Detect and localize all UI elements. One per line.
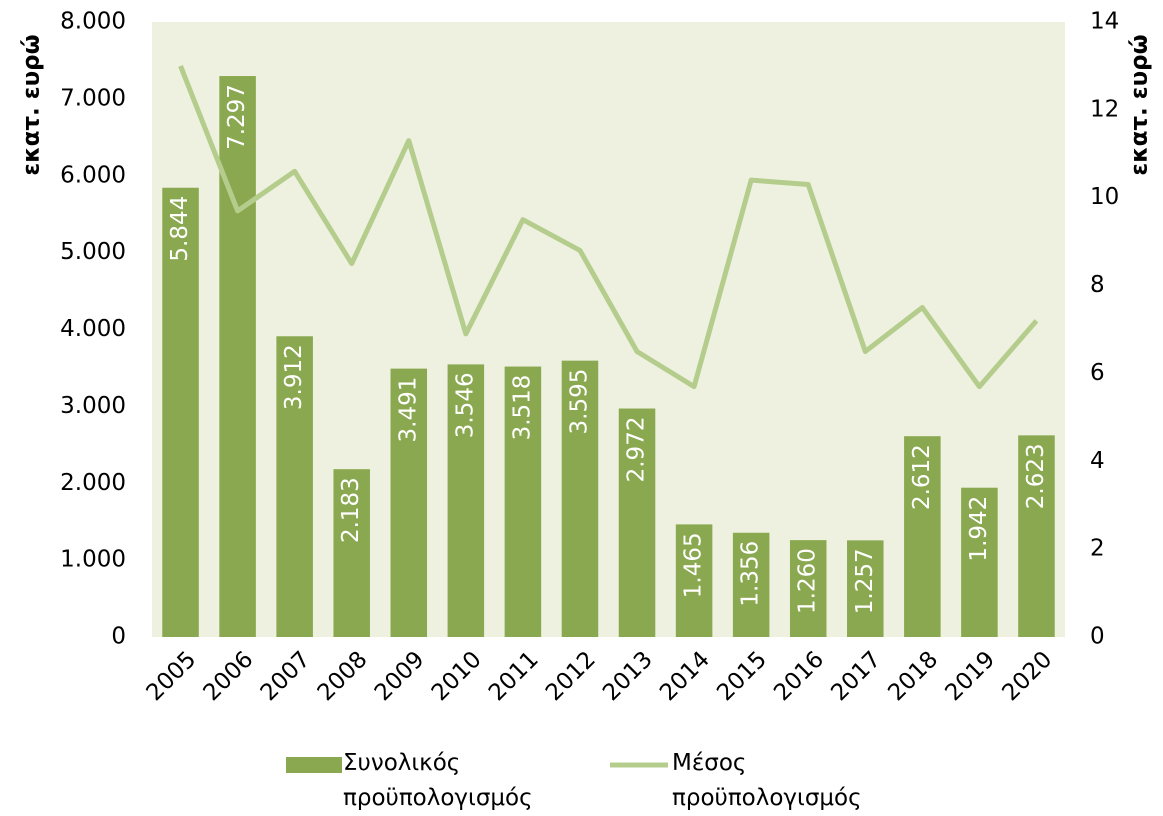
- x-tick-label: 2006: [199, 646, 259, 706]
- value-label: 1.356: [738, 541, 764, 607]
- x-tick-label: 2020: [998, 646, 1058, 706]
- value-label: 1.465: [681, 532, 707, 598]
- bar: [333, 469, 370, 637]
- value-label: 3.518: [509, 375, 535, 441]
- y-tick-label: 7.000: [60, 85, 126, 111]
- bar: [162, 187, 199, 637]
- x-tick-label: 2010: [427, 646, 487, 706]
- value-label: 2.623: [1023, 443, 1049, 509]
- value-label: 2.612: [909, 444, 935, 510]
- bar: [219, 76, 256, 638]
- value-label: 1.257: [852, 548, 878, 614]
- x-tick-label: 2012: [541, 646, 601, 706]
- bar: [561, 360, 599, 637]
- value-label: 1.260: [795, 548, 821, 614]
- y-tick-label: 4.000: [60, 316, 126, 342]
- bar: [789, 540, 827, 637]
- legend-label: Μέσος προϋπολογισμός: [672, 750, 862, 811]
- x-tick-label: 2005: [142, 646, 202, 706]
- line-series: [178, 65, 1039, 390]
- y2-tick-label: 2: [1090, 536, 1105, 562]
- bar: [390, 368, 428, 637]
- bar: [276, 336, 313, 637]
- x-tick-label: 2016: [769, 646, 829, 706]
- x-tick-label: 2018: [883, 646, 943, 706]
- x-tick-label: 2013: [598, 646, 658, 706]
- bar: [847, 540, 884, 637]
- y2-tick-label: 6: [1090, 360, 1105, 386]
- legend-label: Συνολικός προϋπολογισμός: [343, 750, 533, 811]
- y2-tick-label: 10: [1090, 184, 1119, 210]
- value-label: 7.297: [224, 84, 250, 150]
- value-label: 3.491: [395, 377, 421, 443]
- y-tick-label: 6.000: [60, 162, 126, 188]
- x-tick-label: 2014: [655, 646, 715, 706]
- x-tick-label: 2009: [370, 646, 430, 706]
- bar: [961, 487, 998, 637]
- x-tick-label: 2019: [940, 646, 1000, 706]
- bar: [504, 366, 542, 637]
- value-label: 5.844: [167, 196, 193, 262]
- x-tick-label: 2008: [313, 646, 373, 706]
- bar: [447, 364, 485, 637]
- bar: [618, 408, 656, 637]
- y2-tick-label: 12: [1090, 96, 1119, 122]
- value-label: 3.595: [566, 369, 592, 435]
- value-label: 3.546: [452, 372, 478, 438]
- value-label: 1.942: [966, 496, 992, 562]
- value-label: 2.183: [338, 477, 364, 543]
- y-tick-label: 2.000: [60, 470, 126, 496]
- y-axis-title: εκατ. ευρώ: [19, 34, 45, 175]
- y-tick-label: 3.000: [60, 393, 126, 419]
- x-tick-label: 2011: [484, 646, 544, 706]
- y2-tick-label: 4: [1090, 448, 1105, 474]
- bar: [675, 524, 713, 637]
- bar: [1018, 435, 1055, 637]
- legend-swatch: [286, 757, 342, 773]
- bar: [732, 532, 770, 637]
- x-tick-label: 2015: [712, 646, 772, 706]
- y-tick-label: 5.000: [60, 239, 126, 265]
- y2-tick-label: 14: [1090, 9, 1119, 35]
- y2-axis-title: εκατ. ευρώ: [1127, 34, 1153, 175]
- y-tick-label: 0: [111, 624, 126, 650]
- y2-tick-label: 8: [1090, 272, 1105, 298]
- value-label: 3.912: [281, 344, 307, 410]
- y-tick-label: 1.000: [60, 547, 126, 573]
- y-tick-label: 8.000: [60, 9, 126, 35]
- value-label: 2.972: [624, 417, 650, 483]
- y2-tick-label: 0: [1090, 624, 1105, 650]
- x-tick-label: 2007: [256, 646, 316, 706]
- bar: [904, 436, 941, 637]
- x-tick-label: 2017: [826, 646, 886, 706]
